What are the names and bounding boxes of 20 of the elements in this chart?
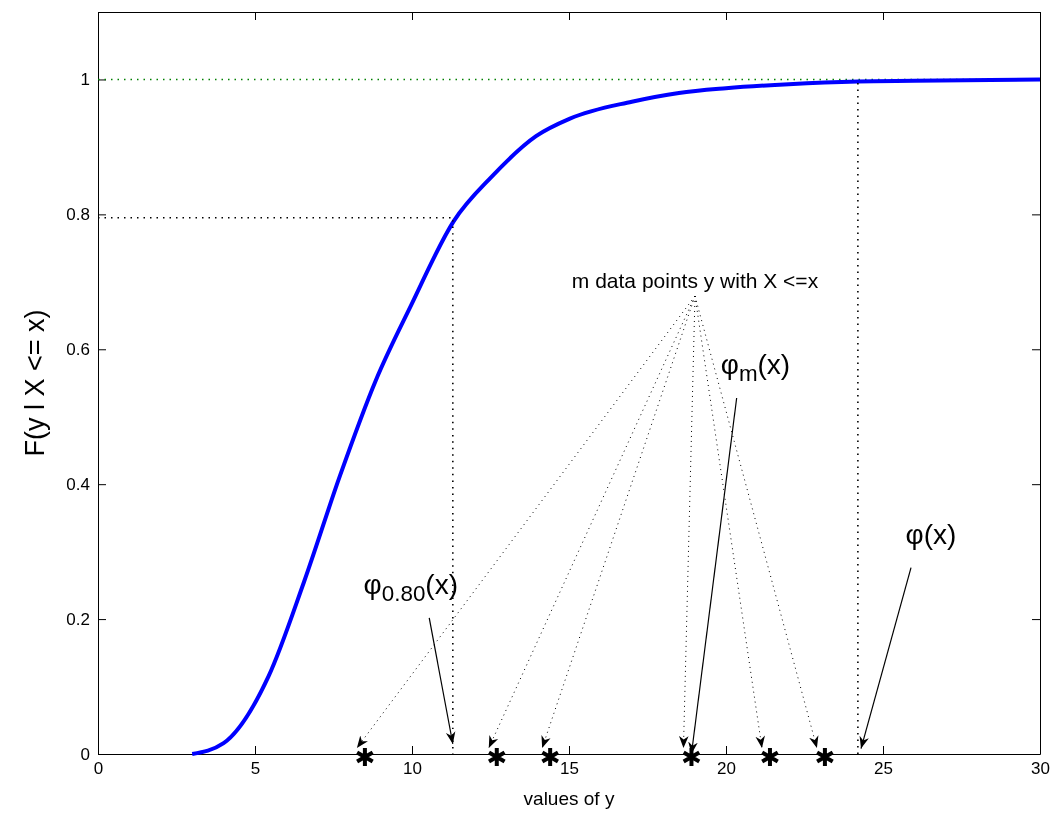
y-tick-label: 0.2 <box>66 610 90 630</box>
line-series <box>190 77 1042 756</box>
annotation: φ$_{0.80}$(x) <box>363 568 459 606</box>
y-tick-label: 0.4 <box>66 475 90 495</box>
x-tick-label: 25 <box>874 759 893 779</box>
y-tick-label: 1 <box>80 70 90 90</box>
x-tick-label: 10 <box>403 759 422 779</box>
annotation: φ$_{m}$(x) <box>720 349 791 386</box>
y-axis-title: F(y l X <= x) <box>20 309 50 457</box>
x-tick-label: 30 <box>1031 759 1050 779</box>
y-tick-label: 0.8 <box>66 205 90 225</box>
x-tick-label: 20 <box>717 759 736 779</box>
annotation: φ(x) <box>905 518 957 550</box>
y-tick-label: 0 <box>80 744 90 764</box>
annotation: m data points y with X <=x <box>571 269 819 292</box>
x-tick-label: 0 <box>93 759 104 779</box>
x-axis-title: values of y <box>523 788 615 809</box>
x-tick-label: 15 <box>560 759 579 779</box>
x-tick-label: 5 <box>250 759 261 779</box>
y-tick-label: 0.6 <box>66 340 90 360</box>
